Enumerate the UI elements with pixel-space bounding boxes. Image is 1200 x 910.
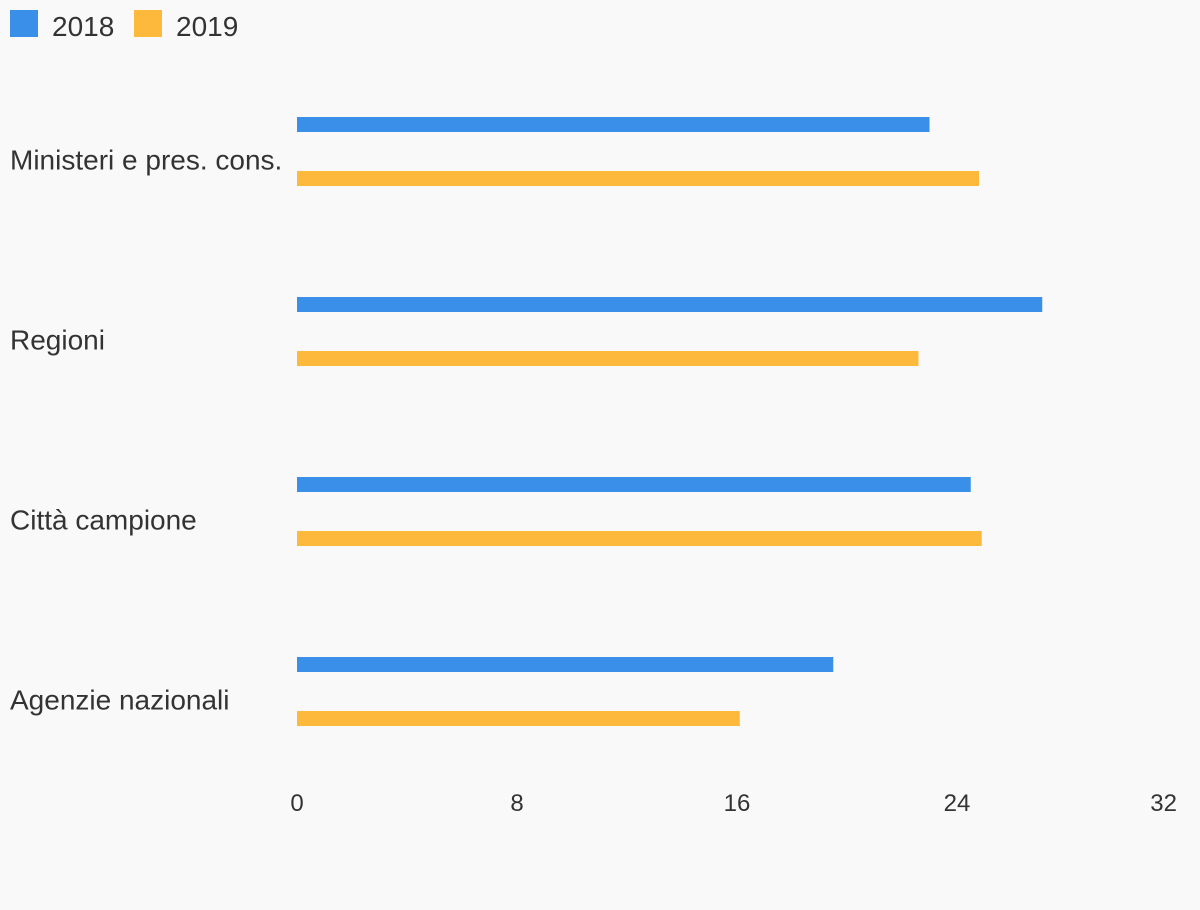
legend-label-2018: 2018 (52, 11, 114, 42)
legend-swatch-2019 (134, 10, 162, 37)
category-label: Città campione (10, 504, 197, 535)
category-label: Regioni (10, 324, 105, 355)
legend-label-2019: 2019 (176, 11, 238, 42)
bar-2019 (297, 711, 740, 726)
bars (297, 117, 1043, 726)
bar-2018 (297, 657, 834, 672)
bar-2019 (297, 171, 979, 186)
bar-2018 (297, 297, 1043, 312)
x-tick-label: 8 (510, 790, 523, 817)
x-tick-label: 16 (724, 790, 751, 817)
category-label: Agenzie nazionali (10, 684, 230, 715)
bar-2018 (297, 477, 971, 492)
bar-2018 (297, 117, 930, 132)
bar-2019 (297, 531, 982, 546)
category-label: Ministeri e pres. cons. (10, 144, 282, 175)
legend: 2018 2019 (10, 10, 238, 42)
category-labels: Ministeri e pres. cons. Regioni Città camp… (10, 144, 282, 715)
legend-swatch-2018 (10, 10, 38, 37)
x-tick-label: 0 (290, 790, 303, 817)
x-tick-label: 24 (944, 790, 971, 817)
bar-2019 (297, 351, 919, 366)
x-axis-ticks: 0 8 16 24 32 (290, 790, 1177, 817)
x-tick-label: 32 (1150, 790, 1177, 817)
